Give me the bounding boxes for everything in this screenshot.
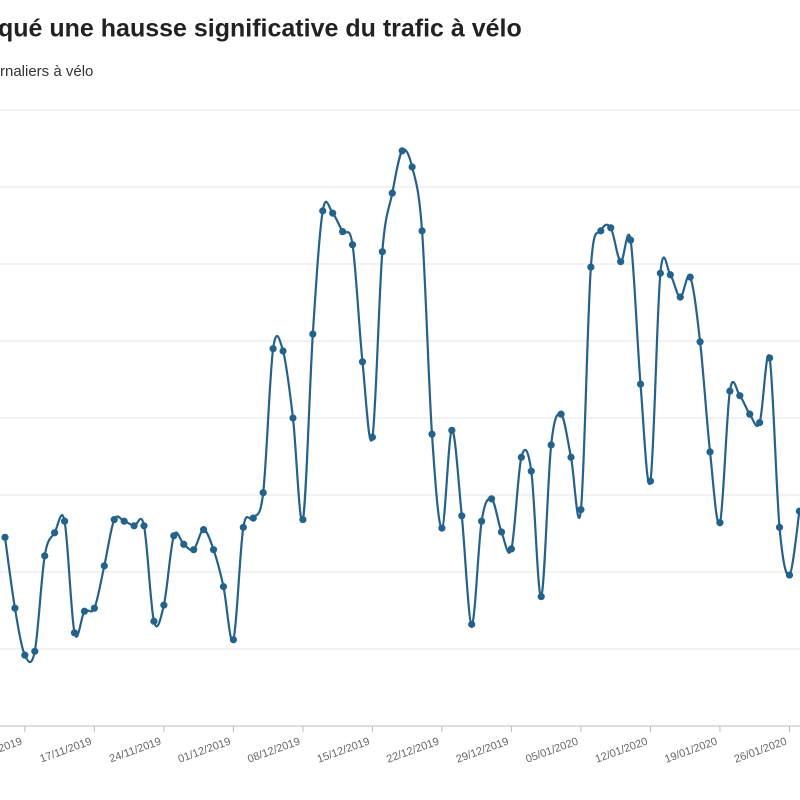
data-point bbox=[587, 263, 595, 271]
data-point bbox=[567, 453, 575, 461]
data-point bbox=[408, 163, 416, 171]
data-point bbox=[269, 345, 277, 353]
data-point bbox=[428, 430, 436, 438]
data-point bbox=[388, 189, 396, 197]
data-point bbox=[656, 269, 664, 277]
data-point bbox=[289, 414, 297, 422]
data-point bbox=[507, 545, 516, 553]
x-tick-label: 1/2019 bbox=[0, 736, 24, 759]
data-point bbox=[666, 271, 674, 279]
x-tick-label: 24/11/2019 bbox=[108, 736, 163, 766]
data-point bbox=[21, 651, 29, 659]
data-point bbox=[160, 601, 168, 609]
data-point bbox=[130, 522, 138, 530]
data-point bbox=[80, 607, 89, 615]
data-point bbox=[597, 227, 605, 235]
data-point bbox=[438, 524, 446, 532]
data-point bbox=[249, 514, 257, 522]
data-point bbox=[517, 453, 525, 461]
data-point bbox=[547, 441, 555, 449]
data-point bbox=[339, 228, 347, 236]
data-point bbox=[229, 636, 237, 644]
data-point bbox=[110, 516, 118, 524]
data-point bbox=[90, 604, 98, 612]
data-point bbox=[209, 546, 218, 554]
data-point bbox=[726, 387, 734, 395]
data-point bbox=[716, 519, 724, 527]
chart-subtitle: rnaliers à vélo bbox=[0, 63, 93, 80]
x-tick-label: 29/12/2019 bbox=[455, 736, 511, 766]
data-point bbox=[418, 227, 426, 235]
series-line bbox=[3, 148, 800, 664]
data-point bbox=[368, 433, 377, 441]
data-point bbox=[51, 529, 59, 537]
data-point bbox=[1, 533, 9, 541]
data-point bbox=[746, 410, 754, 418]
data-point bbox=[70, 629, 79, 637]
data-point bbox=[795, 507, 800, 515]
x-tick-label: 22/12/2019 bbox=[385, 736, 441, 766]
data-point bbox=[180, 540, 188, 548]
data-point bbox=[626, 236, 635, 244]
data-point bbox=[686, 273, 694, 281]
data-point bbox=[329, 209, 337, 217]
data-point bbox=[190, 546, 198, 554]
x-tick-label: 19/01/2020 bbox=[663, 736, 719, 766]
data-point bbox=[468, 620, 476, 628]
data-point bbox=[478, 517, 486, 525]
x-tick-label: 12/01/2020 bbox=[594, 736, 650, 766]
data-point bbox=[775, 523, 784, 531]
data-point bbox=[309, 330, 317, 338]
data-point bbox=[636, 380, 645, 388]
data-point bbox=[319, 207, 327, 215]
data-point bbox=[785, 571, 794, 579]
data-point bbox=[676, 293, 684, 301]
data-point bbox=[41, 552, 49, 560]
data-point bbox=[219, 583, 228, 591]
data-point bbox=[279, 347, 287, 355]
data-point bbox=[736, 392, 744, 400]
x-tick-label: 05/01/2020 bbox=[524, 736, 580, 766]
data-point bbox=[150, 617, 158, 625]
chart-title: qué une hausse significative du trafic à… bbox=[0, 15, 522, 43]
data-point bbox=[607, 224, 615, 232]
data-point bbox=[557, 410, 565, 418]
data-point bbox=[100, 562, 108, 570]
data-point bbox=[537, 593, 545, 601]
data-point bbox=[348, 241, 357, 249]
data-point bbox=[448, 426, 456, 434]
data-point bbox=[766, 354, 774, 362]
data-point bbox=[487, 495, 496, 503]
data-point bbox=[706, 448, 714, 456]
data-point bbox=[696, 338, 704, 346]
data-point bbox=[11, 604, 19, 612]
x-tick-label: 15/12/2019 bbox=[316, 736, 372, 766]
data-point bbox=[358, 358, 367, 366]
data-point bbox=[239, 523, 247, 531]
x-tick-label: 08/12/2019 bbox=[246, 736, 302, 766]
data-point bbox=[170, 532, 178, 540]
data-point bbox=[577, 506, 585, 514]
data-point bbox=[200, 526, 208, 534]
x-tick-label: 17/11/2019 bbox=[38, 736, 93, 766]
data-point bbox=[458, 512, 466, 520]
data-point bbox=[646, 477, 655, 485]
data-point bbox=[140, 522, 148, 530]
x-tick-label: 01/12/2019 bbox=[177, 736, 233, 766]
data-point bbox=[120, 517, 128, 525]
data-point bbox=[617, 258, 625, 266]
data-point bbox=[31, 647, 39, 655]
x-tick-label: 26/01/2020 bbox=[733, 736, 789, 766]
data-point bbox=[60, 517, 69, 525]
data-point bbox=[259, 489, 267, 497]
data-point bbox=[378, 248, 386, 256]
data-point bbox=[497, 528, 506, 536]
data-point bbox=[756, 419, 764, 427]
data-point bbox=[299, 516, 307, 524]
data-point bbox=[527, 467, 535, 475]
data-point bbox=[398, 147, 406, 155]
